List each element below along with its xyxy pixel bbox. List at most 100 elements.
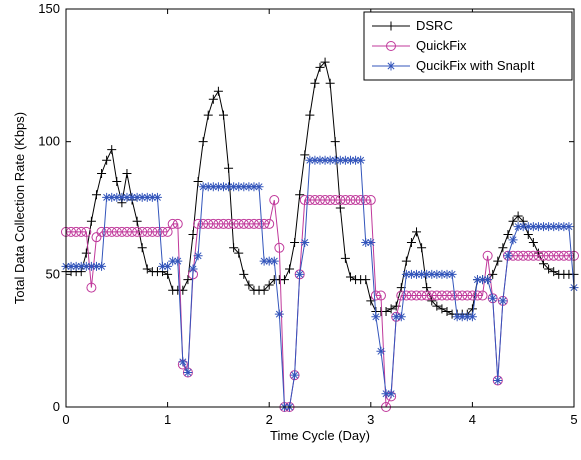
data-point	[365, 195, 376, 206]
data-point	[549, 222, 559, 232]
data-point	[310, 155, 320, 165]
data-point	[299, 195, 310, 206]
data-point	[162, 226, 173, 237]
data-point	[208, 182, 218, 192]
data-point	[274, 309, 284, 319]
data-point	[315, 155, 325, 165]
data-point	[482, 250, 493, 261]
x-tick-label: 1	[164, 412, 171, 427]
data-point	[91, 190, 101, 200]
data-point	[305, 110, 315, 120]
data-point	[533, 250, 544, 261]
data-point	[533, 222, 543, 232]
data-point	[386, 304, 396, 314]
data-point	[427, 269, 437, 279]
data-point	[320, 195, 331, 206]
data-point	[305, 155, 315, 165]
y-axis-label: Total Data Collection Rate (Kbps)	[12, 112, 27, 304]
x-tick-label: 0	[62, 412, 69, 427]
data-point	[254, 218, 265, 229]
data-point	[264, 256, 274, 266]
data-point	[66, 226, 77, 237]
data-point	[213, 218, 224, 229]
data-point	[518, 222, 528, 232]
data-point	[361, 237, 371, 247]
data-point	[549, 267, 559, 277]
data-point	[61, 226, 72, 237]
data-point	[208, 218, 219, 229]
data-point	[274, 242, 285, 253]
data-point	[320, 57, 330, 67]
data-point	[498, 296, 508, 306]
data-point	[345, 155, 355, 165]
data-point	[188, 264, 198, 274]
data-point	[544, 264, 554, 274]
data-point	[208, 94, 218, 104]
data-point	[264, 280, 274, 290]
data-point	[122, 192, 132, 202]
data-point	[152, 226, 163, 237]
data-point	[442, 269, 452, 279]
data-point	[173, 256, 183, 266]
data-point	[229, 182, 239, 192]
data-point	[478, 275, 488, 285]
data-point	[498, 243, 508, 253]
legend-label: QucikFix with SnapIt	[416, 58, 535, 73]
data-point	[285, 264, 295, 274]
data-point	[81, 261, 91, 271]
data-point	[426, 290, 437, 301]
data-point	[163, 261, 173, 271]
data-point	[147, 192, 157, 202]
data-point	[391, 312, 401, 322]
data-point	[396, 312, 406, 322]
data-point	[178, 357, 188, 367]
data-point	[467, 312, 477, 322]
data-point	[102, 192, 112, 202]
data-point	[218, 182, 228, 192]
data-point	[269, 256, 279, 266]
data-point	[239, 269, 249, 279]
data-point	[127, 192, 137, 202]
data-point	[244, 182, 254, 192]
data-point	[224, 163, 234, 173]
data-point	[183, 275, 193, 285]
data-point	[375, 290, 386, 301]
data-point	[188, 230, 198, 240]
data-point	[213, 182, 223, 192]
y-tick-label: 100	[38, 134, 60, 149]
data-point	[117, 192, 127, 202]
data-point	[106, 226, 117, 237]
data-point	[243, 218, 254, 229]
legend-label: DSRC	[416, 18, 453, 33]
legend-marker	[386, 41, 397, 51]
data-point	[381, 389, 391, 399]
data-point	[345, 272, 355, 282]
data-point	[432, 301, 442, 311]
data-point	[290, 370, 300, 380]
data-point	[325, 155, 335, 165]
data-point	[421, 290, 432, 301]
data-point	[97, 261, 107, 271]
legend-marker	[386, 61, 396, 71]
data-point	[81, 248, 91, 258]
data-point	[71, 261, 81, 271]
data-point	[147, 226, 158, 237]
x-tick-label: 2	[266, 412, 273, 427]
data-point	[376, 346, 386, 356]
data-point	[462, 290, 473, 301]
data-point	[254, 182, 264, 192]
data-point	[447, 269, 457, 279]
data-point	[290, 237, 300, 247]
data-point	[163, 269, 173, 279]
x-tick-label: 3	[367, 412, 374, 427]
data-point	[122, 169, 132, 179]
data-point	[355, 195, 366, 206]
data-point	[411, 290, 422, 301]
data-point	[462, 312, 472, 322]
data-point	[183, 368, 193, 378]
data-point	[244, 280, 254, 290]
data-point	[528, 237, 538, 247]
data-point	[427, 296, 437, 306]
data-point	[340, 195, 351, 206]
data-point	[539, 222, 549, 232]
